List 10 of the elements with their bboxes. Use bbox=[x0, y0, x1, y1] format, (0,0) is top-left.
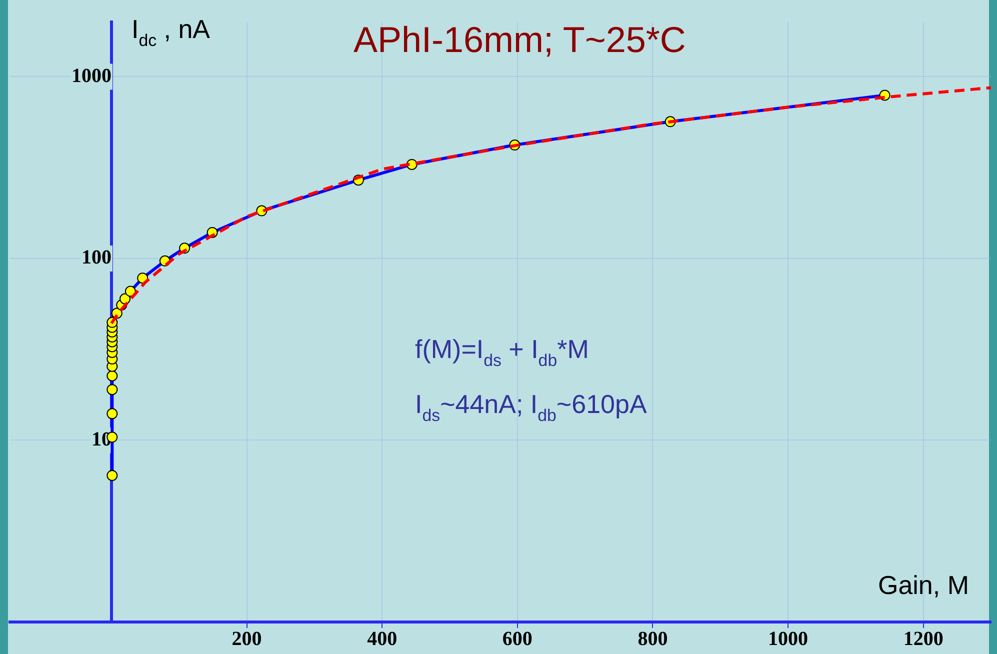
x-tick-label: 1000 bbox=[768, 628, 808, 650]
x-tick-label: 600 bbox=[502, 628, 532, 650]
x-tick-label: 400 bbox=[367, 628, 398, 650]
x-axis-title: Gain, M bbox=[878, 570, 970, 600]
chart-title: APhI-16mm; T~25*C bbox=[353, 19, 686, 60]
x-tick-label: 1200 bbox=[903, 628, 944, 650]
x-tick-label: 200 bbox=[232, 628, 262, 650]
y-tick-label: 1000 bbox=[71, 64, 112, 87]
x-tick-label: 800 bbox=[638, 628, 668, 650]
y-tick-label: 100 bbox=[81, 246, 112, 269]
